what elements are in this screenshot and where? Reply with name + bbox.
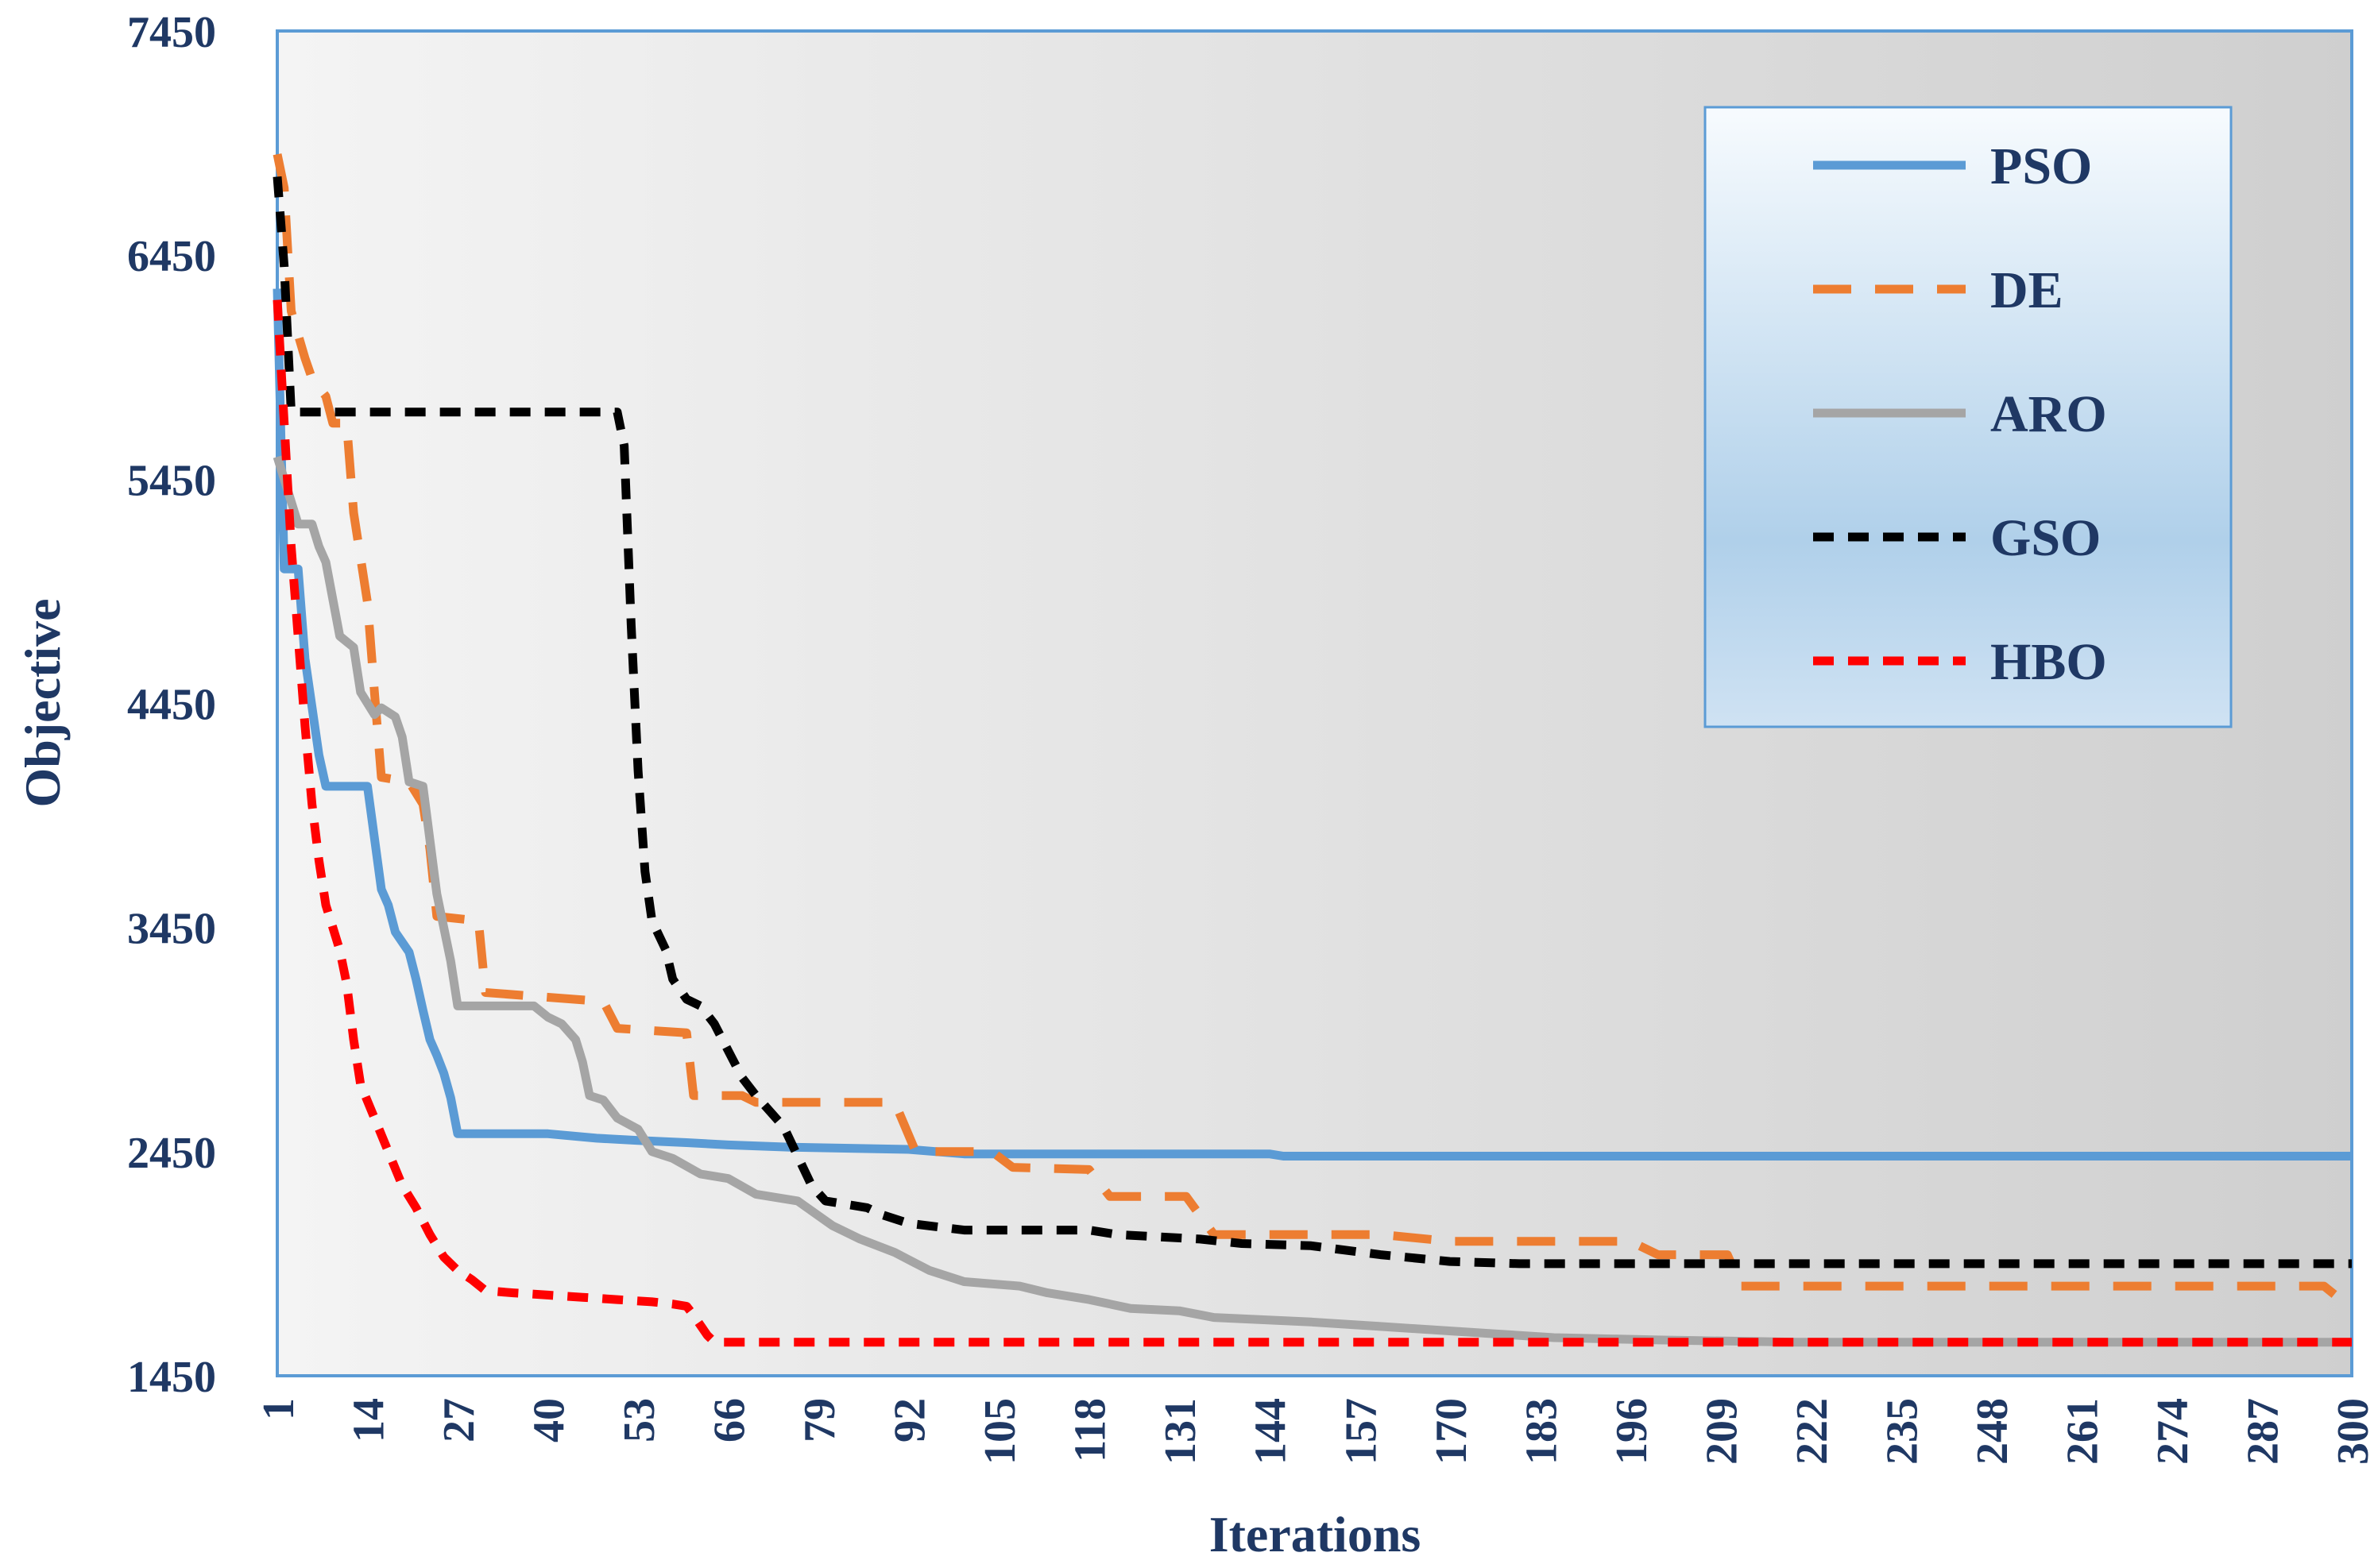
series-line-aro (273, 455, 2352, 1347)
legend-label-hbo: HBO (1990, 633, 2107, 691)
y-axis-ticks: 7450 6450 5450 4450 3450 2450 1450 (127, 8, 216, 1402)
x-tick-label: 144 (1247, 1398, 1296, 1465)
legend-label-gso: GSO (1990, 509, 2101, 567)
x-tick-label: 274 (2148, 1398, 2198, 1465)
legend-box (1703, 106, 2233, 728)
y-tick-label: 3450 (127, 905, 216, 954)
y-tick-label: 6450 (127, 232, 216, 281)
legend-label-de: DE (1990, 261, 2063, 319)
legend-label-pso: PSO (1990, 137, 2092, 195)
x-tick-label: 14 (345, 1398, 394, 1442)
x-tick-label: 105 (976, 1398, 1025, 1465)
x-tick-label: 131 (1156, 1398, 1205, 1465)
series-line-pso (273, 288, 2352, 1161)
x-tick-label: 248 (1968, 1398, 2017, 1465)
x-tick-label: 300 (2329, 1398, 2378, 1465)
x-tick-label: 209 (1697, 1398, 1746, 1465)
legend-label-aro: ARO (1990, 385, 2107, 443)
x-tick-label: 53 (615, 1398, 664, 1442)
x-axis-ticks: 1 14 27 40 53 66 79 92 105 118 131 144 157 170 183 196 2… (254, 1398, 2378, 1465)
x-tick-label: 222 (1788, 1398, 1837, 1465)
series-lines (273, 153, 2355, 1347)
x-tick-label: 118 (1066, 1398, 1116, 1462)
x-tick-label: 157 (1336, 1398, 1386, 1465)
x-tick-label: 196 (1607, 1398, 1657, 1465)
x-tick-label: 1 (254, 1398, 304, 1420)
x-axis-label: Iterations (1209, 1506, 1421, 1562)
x-tick-label: 287 (2238, 1398, 2287, 1465)
x-tick-label: 170 (1427, 1398, 1476, 1465)
y-tick-label: 1450 (127, 1353, 216, 1402)
x-tick-label: 261 (2058, 1398, 2107, 1465)
series-line-gso (273, 176, 2352, 1269)
x-tick-label: 79 (795, 1398, 845, 1442)
y-axis-label: Objective (14, 599, 71, 808)
series-line-hbo (273, 299, 2352, 1347)
x-tick-label: 235 (1877, 1398, 1927, 1465)
series-line-de (273, 153, 2355, 1312)
x-tick-label: 27 (435, 1398, 484, 1442)
y-tick-label: 5450 (127, 456, 216, 505)
legend: PSO DE ARO GSO HBO (1703, 106, 2233, 728)
y-tick-label: 2450 (127, 1129, 216, 1178)
x-tick-label: 66 (706, 1398, 755, 1442)
x-tick-label: 92 (886, 1398, 935, 1442)
y-tick-label: 7450 (127, 8, 216, 57)
x-tick-label: 40 (525, 1398, 574, 1442)
y-tick-label: 4450 (127, 681, 216, 730)
x-tick-label: 183 (1517, 1398, 1566, 1465)
